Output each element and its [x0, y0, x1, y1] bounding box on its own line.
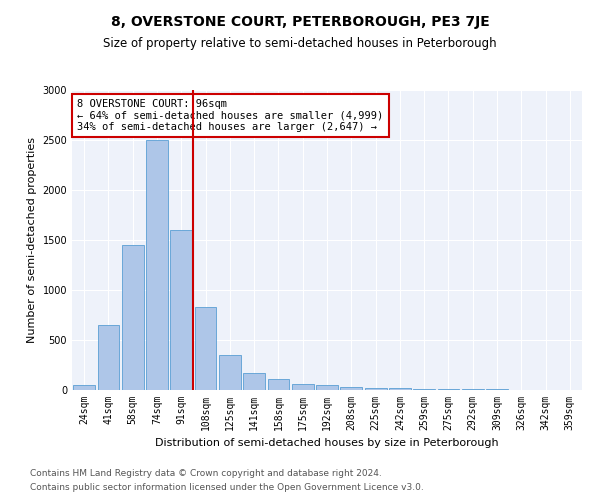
Bar [462, 389, 484, 390]
Y-axis label: Number of semi-detached properties: Number of semi-detached properties [27, 137, 37, 343]
Bar [292, 384, 314, 390]
Bar [365, 388, 386, 390]
Bar [437, 389, 460, 390]
Bar [413, 388, 435, 390]
Text: 8 OVERSTONE COURT: 96sqm
← 64% of semi-detached houses are smaller (4,999)
34% o: 8 OVERSTONE COURT: 96sqm ← 64% of semi-d… [77, 99, 383, 132]
Bar [73, 385, 95, 390]
X-axis label: Distribution of semi-detached houses by size in Peterborough: Distribution of semi-detached houses by … [155, 438, 499, 448]
Text: Contains HM Land Registry data © Crown copyright and database right 2024.: Contains HM Land Registry data © Crown c… [30, 468, 382, 477]
Text: Size of property relative to semi-detached houses in Peterborough: Size of property relative to semi-detach… [103, 38, 497, 51]
Bar [97, 325, 119, 390]
Bar [122, 245, 143, 390]
Bar [194, 307, 217, 390]
Text: 8, OVERSTONE COURT, PETERBOROUGH, PE3 7JE: 8, OVERSTONE COURT, PETERBOROUGH, PE3 7J… [110, 15, 490, 29]
Bar [146, 140, 168, 390]
Bar [170, 230, 192, 390]
Bar [340, 386, 362, 390]
Bar [243, 372, 265, 390]
Bar [389, 388, 411, 390]
Text: Contains public sector information licensed under the Open Government Licence v3: Contains public sector information licen… [30, 484, 424, 492]
Bar [219, 355, 241, 390]
Bar [268, 378, 289, 390]
Bar [316, 385, 338, 390]
